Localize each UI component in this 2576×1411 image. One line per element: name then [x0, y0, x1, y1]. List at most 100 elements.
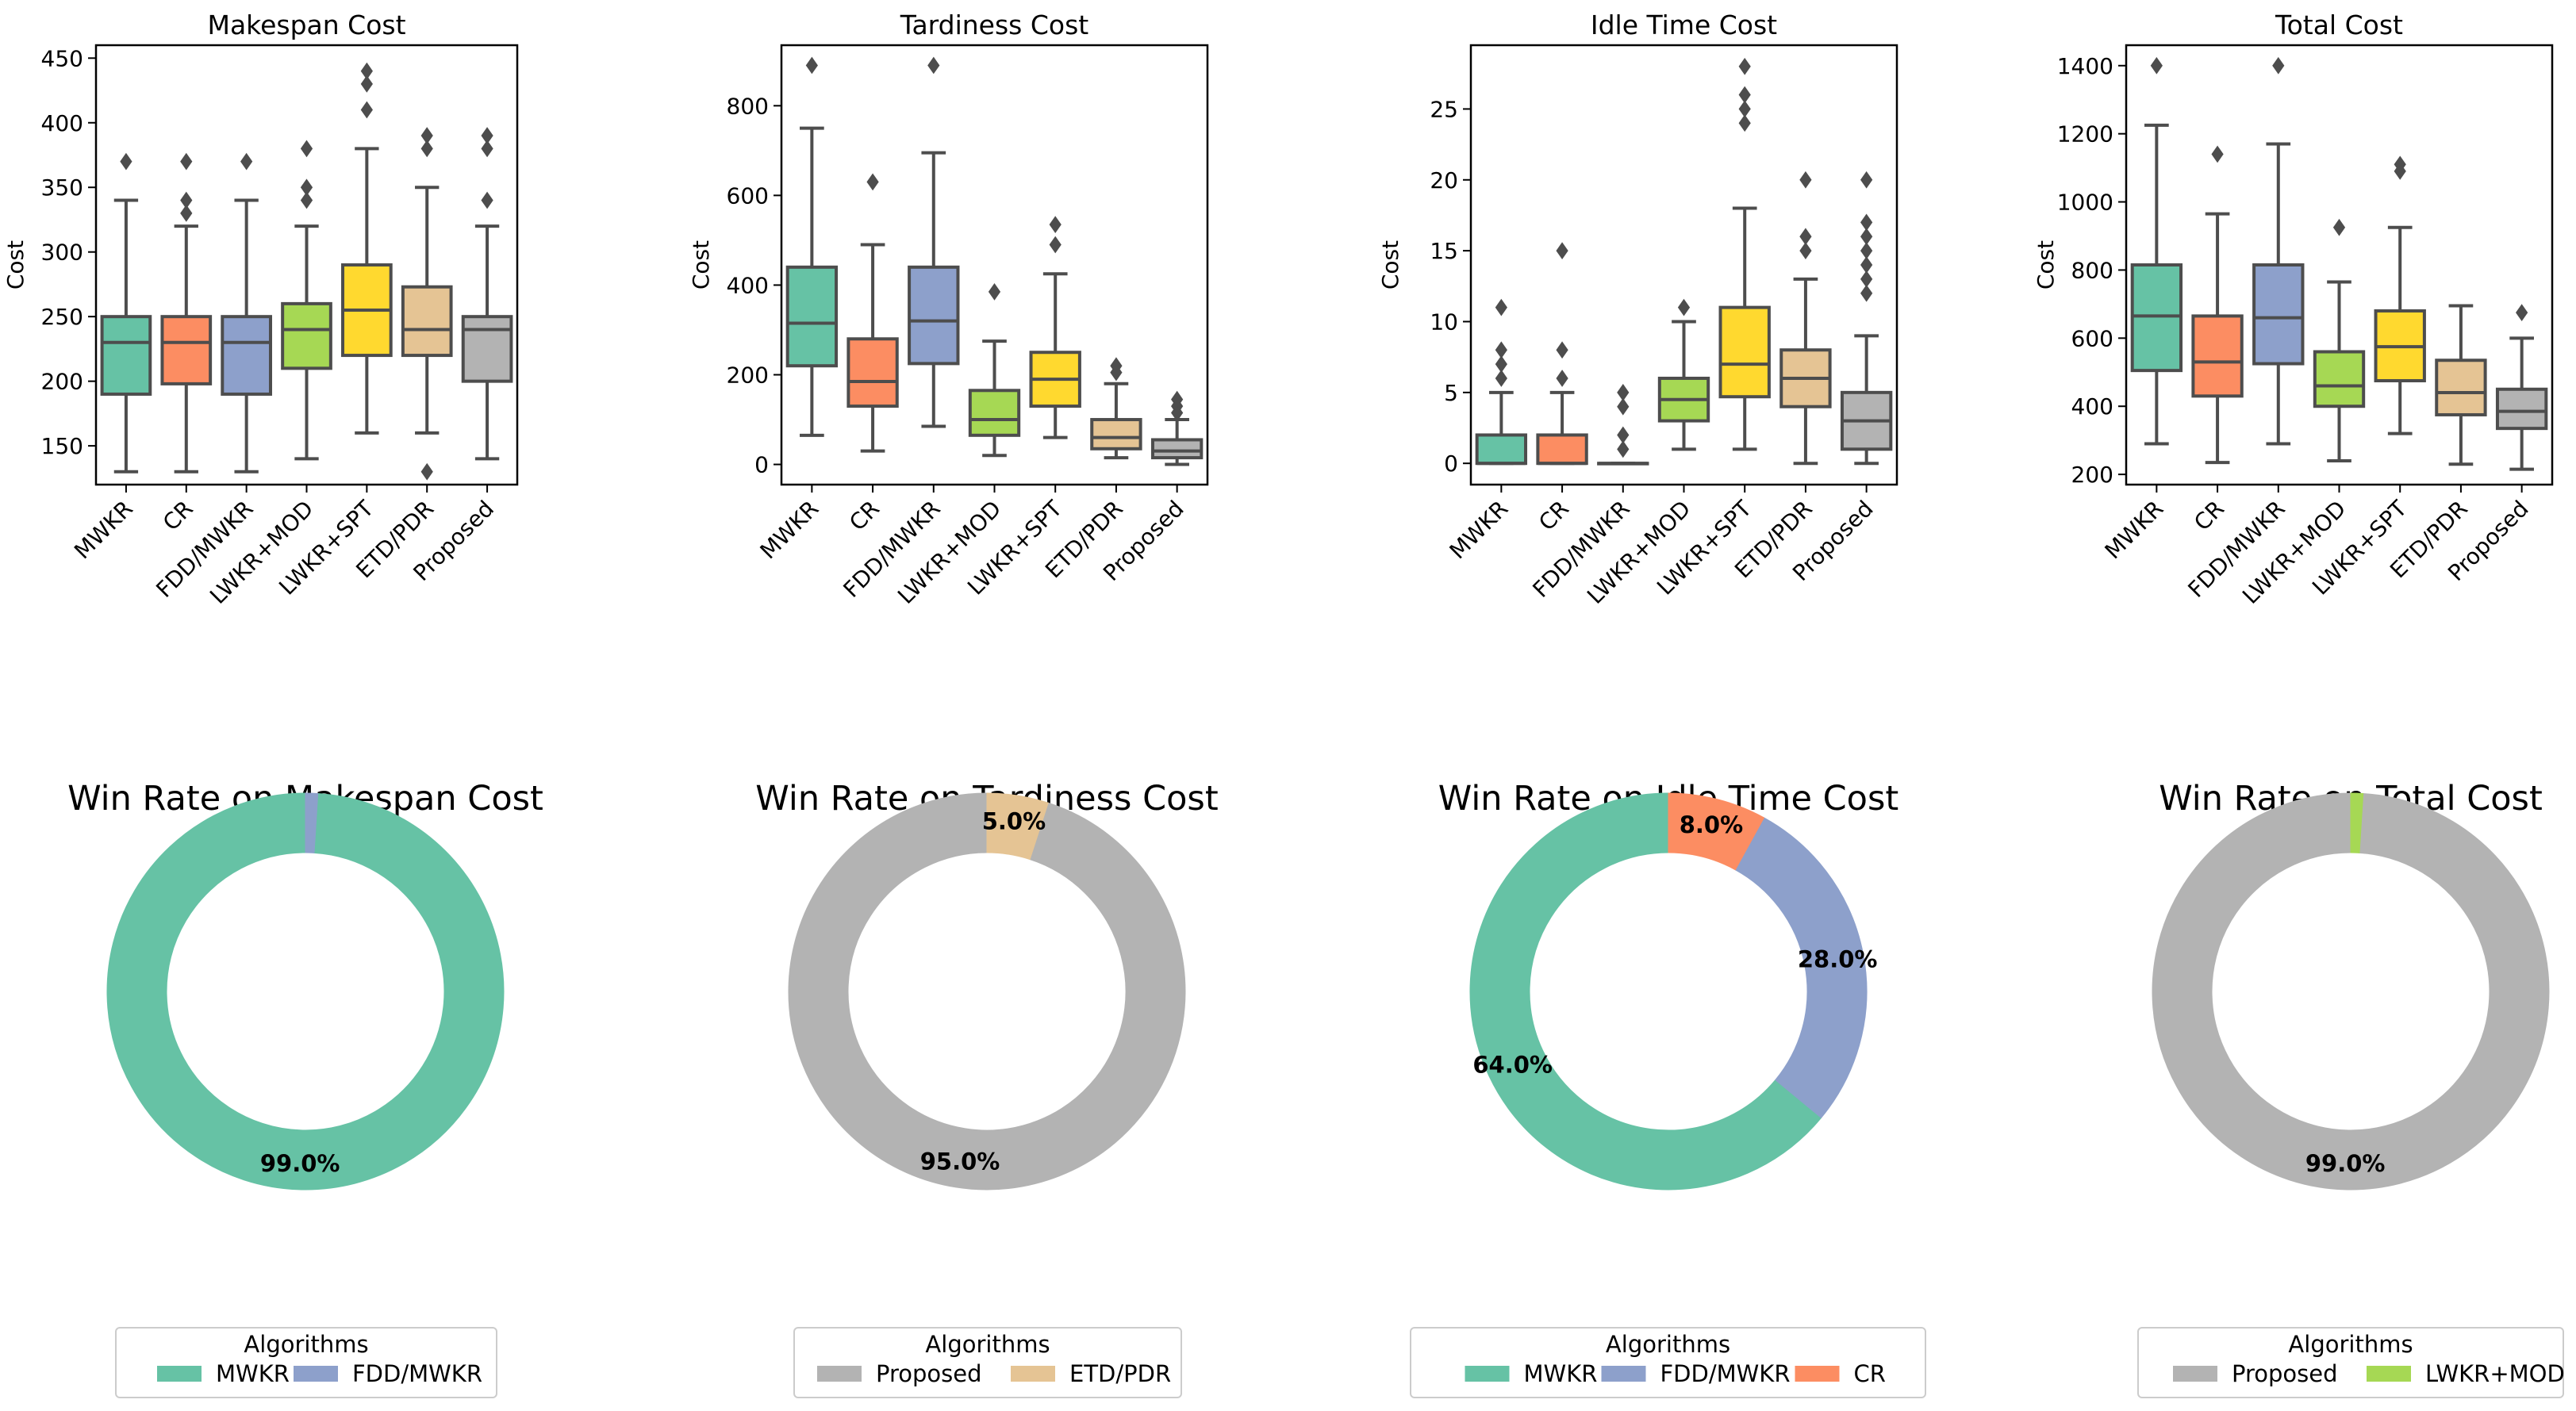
outlier-point	[1171, 390, 1184, 408]
boxplot-total-cost: Total Cost 200 400 600 800 1000 1200 1400 Cost MW…	[2033, 10, 2554, 609]
legend-frame	[115, 1327, 497, 1398]
iqr-box	[1150, 438, 1204, 460]
slice-label: 28.0%	[1798, 945, 1878, 972]
y-tick-label: 1200	[2057, 121, 2113, 148]
slice-cr	[1668, 792, 1765, 871]
outlier-point	[180, 152, 193, 171]
slice-label: 99.0%	[2305, 1150, 2386, 1177]
outlier-point	[180, 191, 193, 209]
iqr-box	[1718, 305, 1771, 399]
outlier-point	[360, 62, 373, 80]
outlier-point	[2516, 304, 2528, 321]
box-fdd-mwkr	[1597, 383, 1649, 466]
outlier-point	[420, 127, 433, 144]
outlier-point	[1738, 114, 1751, 132]
outlier-point	[120, 152, 132, 171]
iqr-box	[1090, 418, 1142, 451]
legend-swatch-mwkr	[157, 1366, 202, 1382]
chart-title: Idle Time Cost	[1591, 10, 1777, 40]
iqr-box	[908, 265, 960, 366]
box-cr	[160, 152, 213, 474]
outlier-point	[1860, 171, 1873, 189]
legend-label: Proposed	[876, 1360, 982, 1387]
outlier-point	[988, 283, 1001, 301]
y-tick-label: 600	[2071, 325, 2113, 351]
chart-title: Makespan Cost	[207, 10, 405, 40]
x-tick-label: MWKR	[69, 496, 138, 565]
outlier-point	[1556, 370, 1568, 387]
outlier-point	[1049, 216, 1061, 233]
x-tick-label: CR	[844, 496, 885, 536]
slice-proposed	[2152, 792, 2550, 1191]
y-tick-label: 1400	[2057, 53, 2113, 79]
donut-win-rate-on-total-cost: Win Rate on Total Cost99.0%AlgorithmsPro…	[2137, 779, 2565, 1398]
iqr-box	[401, 285, 453, 358]
outlier-point	[180, 204, 193, 222]
boxplot-makespan-cost: Makespan Cost 150 200 250 300 350 400 450 Cost MW…	[2, 10, 519, 609]
outlier-point	[360, 75, 373, 93]
legend-title: Algorithms	[2288, 1331, 2413, 1358]
outlier-point	[1738, 86, 1751, 104]
plot-frame	[780, 44, 1209, 486]
iqr-box	[2130, 263, 2183, 373]
box-fdd-mwkr	[221, 152, 272, 474]
slice-etd-pdr	[986, 792, 1049, 861]
legend-swatch-mwkr	[1465, 1366, 1510, 1382]
iqr-box	[968, 389, 1021, 437]
box-cr	[2191, 145, 2244, 465]
box-lwkr-mod	[1657, 298, 1710, 451]
slice-label: 95.0%	[920, 1148, 1000, 1175]
box-fdd-mwkr	[2252, 56, 2305, 446]
legend-title: Algorithms	[1606, 1331, 1730, 1358]
legend: Algorithms MWKR FDD/MWKR CR	[1410, 1327, 1926, 1398]
y-tick-label: 5	[1444, 380, 1458, 406]
box-etd-pdr	[2435, 304, 2487, 466]
outlier-point	[420, 462, 433, 481]
outlier-point	[240, 152, 253, 171]
iqr-box	[221, 315, 272, 396]
legend-swatch-proposed	[2173, 1366, 2217, 1382]
outlier-point	[1738, 100, 1751, 118]
y-tick-label: 400	[727, 272, 769, 298]
outlier-point	[1495, 370, 1507, 387]
outlier-point	[1677, 298, 1691, 316]
outlier-point	[1860, 213, 1873, 232]
legend-frame	[793, 1327, 1182, 1398]
y-tick-label: 300	[41, 240, 83, 266]
y-axis-label: Cost	[688, 240, 714, 289]
outlier-point	[420, 140, 433, 158]
iqr-box	[1475, 433, 1528, 466]
y-tick-label: 400	[2071, 393, 2113, 420]
x-tick-label: CR	[1534, 496, 1574, 536]
outlier-point	[1738, 57, 1751, 75]
legend-label: MWKR	[216, 1360, 290, 1387]
y-tick-label: 15	[1430, 238, 1458, 264]
slice-fdd-mwkr	[1734, 817, 1868, 1119]
outlier-point	[1860, 242, 1873, 260]
legend-swatch-fdd-mwkr	[294, 1366, 338, 1382]
iqr-box	[2435, 359, 2487, 416]
plot-frame	[94, 44, 519, 486]
iqr-box	[2191, 314, 2244, 398]
outlier-point	[2394, 155, 2406, 174]
y-tick-label: 400	[41, 110, 83, 136]
legend-label: MWKR	[1524, 1360, 1598, 1387]
x-tick-label: MWKR	[1445, 496, 1514, 565]
iqr-box	[785, 265, 839, 368]
iqr-box	[2495, 387, 2548, 431]
outlier-point	[1799, 171, 1812, 189]
box-mwkr	[785, 56, 839, 437]
box-etd-pdr	[401, 127, 453, 481]
legend-title: Algorithms	[244, 1331, 368, 1358]
box-lwkr-mod	[2313, 218, 2366, 462]
legend-swatch-proposed	[817, 1366, 862, 1382]
iqr-box	[1536, 433, 1588, 466]
legend-swatch-lwkr-mod	[2367, 1366, 2411, 1382]
outlier-point	[1556, 242, 1568, 260]
